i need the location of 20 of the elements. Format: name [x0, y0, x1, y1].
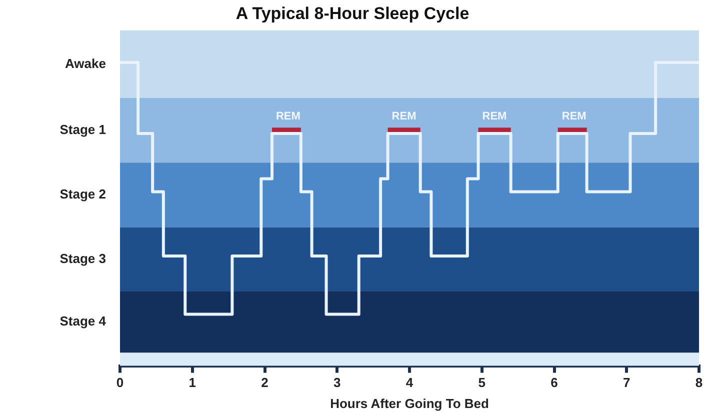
x-tick-label: 4 [406, 375, 414, 390]
annotation: REM [562, 110, 586, 123]
x-tick-label: 5 [478, 375, 486, 390]
band-label: Awake [65, 56, 106, 71]
annotation: REM [482, 110, 507, 123]
band-label: Stage 1 [60, 122, 106, 137]
x-tick-label: 3 [334, 375, 341, 390]
x-tick-label: 0 [116, 375, 124, 390]
x-tick-label: 6 [550, 375, 558, 390]
x-tick-label: 2 [261, 375, 268, 390]
x-tick-label: 7 [623, 375, 630, 390]
band-label: Stage 4 [60, 314, 107, 329]
annotation: REM [392, 110, 416, 123]
x-tick-label: 8 [695, 375, 703, 390]
band-label: Stage 3 [60, 250, 106, 266]
x-tick-label: 1 [188, 375, 196, 390]
chart-title: A Typical 8-Hour Sleep Cycle [236, 4, 470, 23]
annotation: REM [276, 110, 300, 123]
x-axis-title: Hours After Going To Bed [330, 396, 489, 411]
band-label: Stage 2 [60, 186, 106, 202]
